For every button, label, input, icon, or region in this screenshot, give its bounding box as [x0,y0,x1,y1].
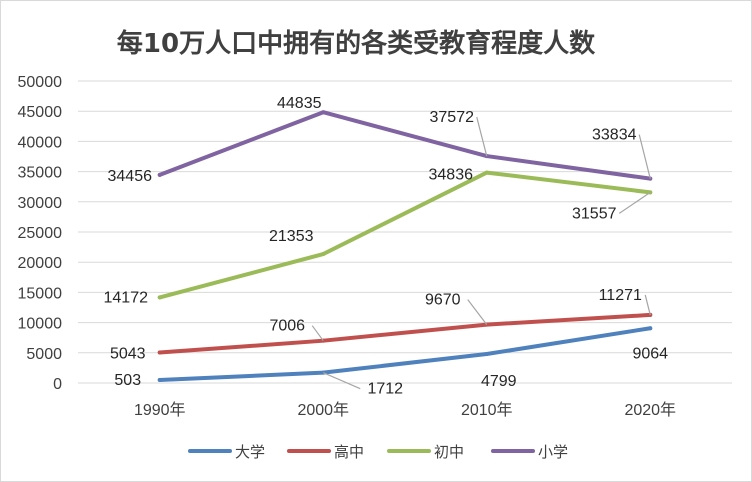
data-point [157,295,162,300]
legend-label: 小学 [538,443,568,461]
series-line [157,312,653,355]
leader-line [644,294,651,316]
leader-line [638,134,651,179]
y-tick-label: 30000 [18,195,63,212]
x-tick-label: 1990年 [134,401,186,419]
y-tick-label: 20000 [18,255,63,272]
data-label: 34456 [108,168,153,185]
y-tick-label: 25000 [18,225,63,242]
legend-label: 大学 [235,443,265,461]
data-point [321,252,326,257]
data-label: 34836 [429,167,474,184]
y-tick-label: 0 [53,376,62,393]
data-label: 31557 [572,205,617,222]
data-label: 7006 [269,318,305,335]
data-label: 14172 [104,289,149,306]
x-tick-label: 2020年 [624,401,676,419]
legend: 大学 高中 初中 小学 [188,443,568,461]
data-label: 1712 [367,381,403,398]
data-point [157,350,162,355]
series-line [157,170,653,300]
leader-line [618,191,651,214]
x-tick-label: 2010年 [461,401,513,419]
gridlines [78,80,732,384]
x-tick-label: 2000年 [297,401,349,419]
data-label: 21353 [269,228,314,245]
chart-title: 每10万人口中拥有的各类受教育程度人数 [117,28,596,59]
data-label: 5043 [110,346,146,363]
legend-label: 高中 [334,443,364,461]
data-label: 33834 [592,127,637,144]
data-point [484,170,489,175]
y-axis: 0 5000 10000 15000 20000 25000 30000 35000 40000… [18,74,63,393]
data-label: 44835 [277,95,322,112]
y-tick-label: 15000 [18,285,63,302]
x-axis: 1990年 2000年 2010年 2020年 [134,401,676,419]
leader-line [476,116,488,157]
data-point [484,352,489,357]
y-tick-label: 45000 [18,104,63,121]
data-label: 4799 [481,373,517,390]
data-point [321,110,326,115]
data-label: 503 [114,372,141,389]
series-line [157,326,653,382]
data-point [648,326,653,331]
leader-line [323,372,361,390]
y-tick-label: 35000 [18,165,63,182]
y-tick-label: 40000 [18,134,63,151]
y-tick-label: 10000 [18,316,63,333]
y-tick-label: 50000 [18,74,63,91]
leader-lines [311,116,651,390]
leader-line [311,325,324,342]
y-tick-label: 5000 [26,346,62,363]
data-point [157,377,162,382]
data-labels: 503 1712 4799 9064 5043 7006 9670 11271 14172 213… [104,95,669,397]
legend-label: 初中 [434,443,464,461]
data-label: 9064 [632,345,668,362]
data-point [157,172,162,177]
leader-line [467,299,488,325]
data-label: 37572 [430,109,475,126]
series-line [157,110,653,181]
data-label: 11271 [599,287,642,304]
data-label: 9670 [425,292,461,309]
series-lines [157,110,653,382]
